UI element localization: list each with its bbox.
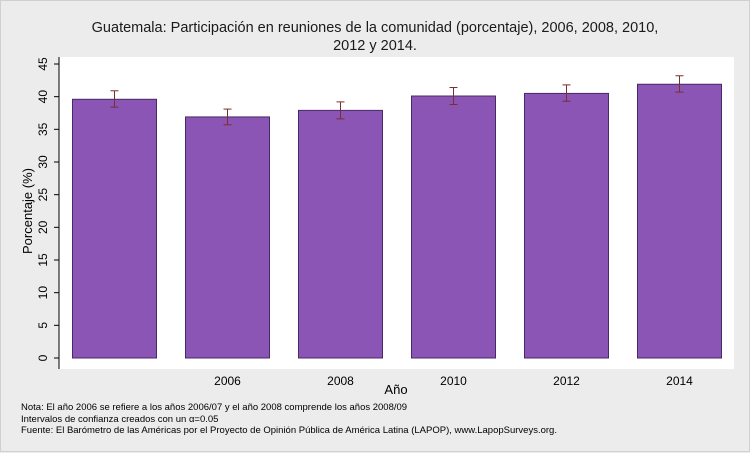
x-axis-tick-labels: 2006 2008 2010 2012 2014	[214, 374, 693, 388]
bar	[524, 92, 609, 359]
y-tick-label: 40	[36, 90, 50, 104]
y-tick-label: 10	[36, 286, 50, 300]
y-axis-label: Porcentaje (%)	[20, 168, 35, 254]
chart-notes: Nota: El año 2006 se refiere a los años …	[21, 402, 557, 437]
y-tick-label: 35	[36, 122, 50, 136]
bar	[185, 116, 270, 359]
x-tick-label: 2012	[553, 374, 580, 388]
chart-title-line2: 2012 y 2014.	[333, 38, 417, 54]
y-tick-label: 5	[36, 322, 50, 329]
y-axis-ticks: 0 5 10 15 20 25 30 35 40 45	[36, 57, 59, 361]
bar	[72, 98, 157, 359]
y-tick-label: 30	[36, 155, 50, 169]
x-tick-label: 2010	[440, 374, 467, 388]
note-line-1: Nota: El año 2006 se refiere a los años …	[21, 402, 408, 413]
y-tick-label: 20	[36, 220, 50, 234]
y-tick-label: 0	[36, 354, 50, 361]
bar	[637, 83, 722, 359]
note-line-2: Intervalos de confianza creados con un α…	[21, 413, 219, 425]
error-bars-group	[110, 75, 684, 126]
plot-area	[59, 57, 734, 369]
source-line: Fuente: El Barómetro de las Américas por…	[21, 425, 557, 436]
y-tick-label: 45	[36, 57, 50, 71]
x-tick-label: 2008	[327, 374, 354, 388]
x-tick-label: 2014	[666, 374, 693, 388]
y-tick-label: 25	[36, 188, 50, 202]
x-tick-label: 2006	[214, 374, 241, 388]
bar	[411, 95, 496, 359]
bars-group	[72, 83, 722, 359]
bar	[298, 109, 383, 359]
y-tick-label: 15	[36, 253, 50, 267]
chart-title-line1: Guatemala: Participación en reuniones de…	[92, 20, 659, 36]
x-axis-label: Año	[384, 382, 407, 397]
